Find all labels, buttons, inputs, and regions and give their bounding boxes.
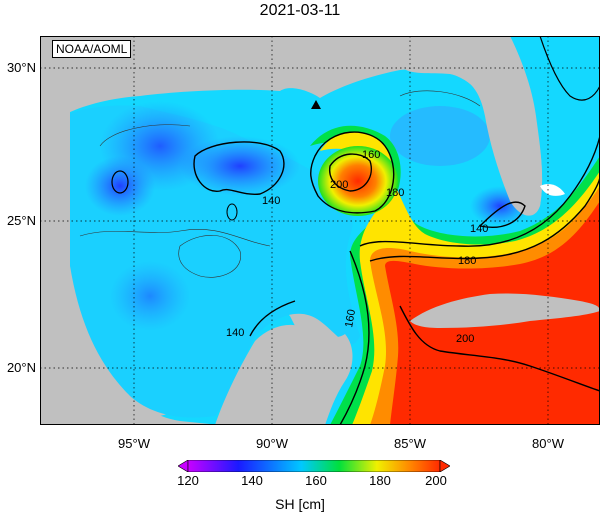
lat-label: 20°N (6, 360, 36, 375)
sea-height-map: 140 140 160 160 180 180 140 200 200 (40, 35, 600, 426)
florida-land (400, 36, 543, 216)
contour-label-group: 140 140 160 160 180 180 140 200 200 (226, 149, 488, 345)
contour-label: 200 (456, 333, 474, 345)
credit-label: NOAA/AOML (52, 40, 132, 58)
colorbar (178, 460, 450, 472)
contour-label: 160 (343, 308, 358, 328)
colorbar-units: SH [cm] (275, 496, 325, 512)
colorbar-tick: 160 (305, 473, 327, 488)
station-marker (311, 100, 321, 109)
map-title: 2021-03-11 (259, 2, 341, 19)
lat-label: 25°N (6, 213, 36, 228)
colorbar-tick: 180 (369, 473, 391, 488)
bahamas-land (540, 183, 565, 196)
colorbar-tick: 200 (425, 473, 447, 488)
western-gulf-water (40, 116, 220, 425)
cold-area-sw (110, 261, 190, 331)
contour-label: 180 (386, 187, 404, 199)
contour-label: 140 (226, 327, 244, 339)
colorbar-tick: 140 (241, 473, 263, 488)
cuba-land (410, 293, 600, 328)
lon-label: 90°W (256, 436, 288, 451)
lon-label: 95°W (118, 436, 150, 451)
colorbar-max-arrow (439, 460, 450, 472)
contour-label: 140 (262, 195, 280, 207)
lon-label: 85°W (394, 436, 426, 451)
north-central-eddy (390, 106, 490, 166)
gridlines (40, 36, 600, 425)
lat-label: 30°N (6, 60, 36, 75)
mexico-coast (40, 36, 70, 425)
contour-label: 140 (470, 223, 488, 235)
cold-eddy-far-west (85, 156, 155, 216)
warm-ring-eddy (318, 146, 398, 216)
colorbar-tick: 120 (177, 473, 199, 488)
contour-label: 180 (458, 255, 476, 267)
contour-lines (79, 35, 600, 426)
colorbar-min-arrow (178, 460, 189, 472)
contour-label: 160 (362, 149, 380, 161)
map-canvas: 140 140 160 160 180 180 140 200 200 (40, 35, 600, 426)
contour-label: 200 (330, 179, 348, 191)
yucatan-land (215, 324, 353, 425)
colorbar-ramp (187, 460, 441, 472)
lon-label: 80°W (532, 436, 564, 451)
